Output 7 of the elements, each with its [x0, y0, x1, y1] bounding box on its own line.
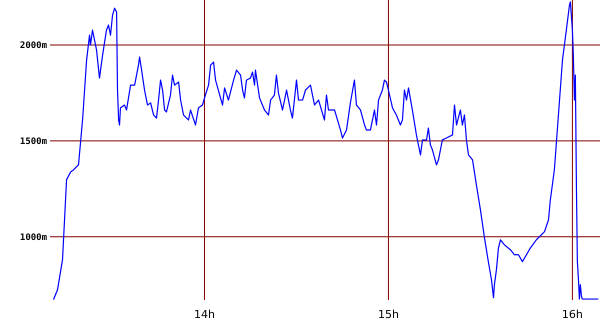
- y-tick-label: 2000m: [20, 41, 48, 52]
- y-tick-label: 1000m: [20, 232, 48, 243]
- x-tick-label: 15h: [378, 308, 399, 321]
- x-tick-label: 14h: [194, 308, 216, 321]
- line-series: [52, 1, 599, 300]
- x-tick-label: 16h: [562, 308, 583, 321]
- y-tick-label: 1500m: [20, 137, 48, 148]
